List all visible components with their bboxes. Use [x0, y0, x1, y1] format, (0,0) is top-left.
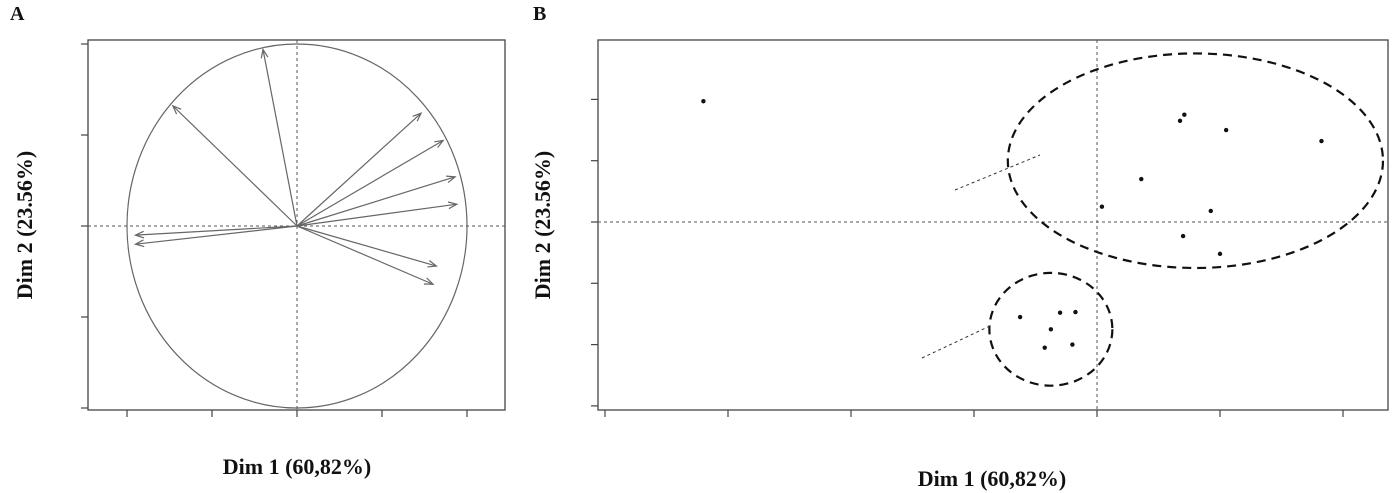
panel-b-x-axis-title: Dim 1 (60,82%)	[918, 466, 1066, 491]
panel-a-zero-lines	[88, 40, 505, 410]
panel-b-plot-frame	[597, 39, 1389, 411]
panel-a-y-axis	[81, 43, 88, 409]
panel-b-letter: B	[533, 3, 546, 25]
panel-a-y-axis-title: Dim 2 (23.56%)	[12, 151, 37, 299]
panel-a: A Dim 1 (60,82%) Dim 2 (23.56%)	[10, 3, 506, 479]
point-60b	[1177, 118, 1183, 124]
panel-b-x-axis	[604, 410, 1344, 417]
vector-hmwps-nism	[172, 105, 298, 227]
point-25b	[1182, 112, 1187, 117]
point-47d	[1180, 233, 1186, 239]
vector-arrowhead-peptide-quantif	[447, 201, 459, 210]
point-nism	[701, 99, 706, 104]
point-58b	[1139, 176, 1144, 182]
vector-lmwps-nism	[296, 112, 422, 227]
point-50b	[1048, 327, 1054, 332]
point-48b	[1017, 314, 1023, 320]
panel-b-group-ellipses	[921, 52, 1385, 387]
group-ellipse-l-delbrueckii	[988, 271, 1114, 387]
panel-a-x-axis-title: Dim 1 (60,82%)	[223, 454, 371, 479]
point-49d	[1099, 204, 1105, 209]
vector-milk-agar	[296, 225, 434, 285]
vector-arrowhead-unlabeled-7	[427, 260, 438, 268]
point-45a	[1223, 127, 1229, 133]
point-34b	[1070, 342, 1075, 347]
vector-hmwps	[135, 225, 298, 245]
point-16b	[1208, 208, 1213, 214]
vector-arrowhead-growth	[434, 139, 445, 148]
vector-arrowhead-lmwps-nism	[412, 112, 423, 122]
vector-arrowhead-total-area	[260, 47, 269, 59]
panel-a-vectors	[133, 47, 459, 285]
group-connector-l-delbrueckii	[921, 324, 993, 359]
panel-b-zero-lines	[598, 40, 1388, 410]
panel-b-points	[701, 99, 1324, 350]
point-25c	[1319, 138, 1324, 144]
vector-growth	[296, 139, 444, 227]
group-ellipse-l-helveticus	[1006, 52, 1385, 270]
vector-acidification	[135, 225, 298, 236]
panel-b-y-axis	[591, 98, 598, 407]
point-23b	[1042, 345, 1047, 350]
vector-arrowhead-hmwps	[133, 239, 145, 248]
vector-total-area	[262, 49, 298, 227]
point-33c	[1073, 309, 1078, 315]
vector-arrowhead-hmwps-nism	[171, 104, 182, 115]
panel-b-y-axis-title: Dim 2 (23.56%)	[530, 151, 555, 299]
point-46b	[1217, 251, 1223, 257]
panel-b: B Dim 1 (60,82%) Dim 2 (23.56%)	[530, 3, 1389, 491]
vector-arrowhead-acidification	[133, 230, 145, 239]
panel-a-x-axis	[126, 410, 468, 417]
group-connector-l-helveticus	[954, 154, 1041, 191]
vector-peptide-quantif	[296, 203, 457, 227]
panel-a-letter: A	[10, 3, 25, 25]
vector-lmwps	[296, 176, 456, 227]
vector-arrowhead-milk-agar	[423, 277, 435, 285]
vector-arrowhead-lmwps	[446, 175, 457, 183]
point-56a	[1057, 310, 1063, 315]
vector-unlabeled-7	[296, 225, 437, 267]
